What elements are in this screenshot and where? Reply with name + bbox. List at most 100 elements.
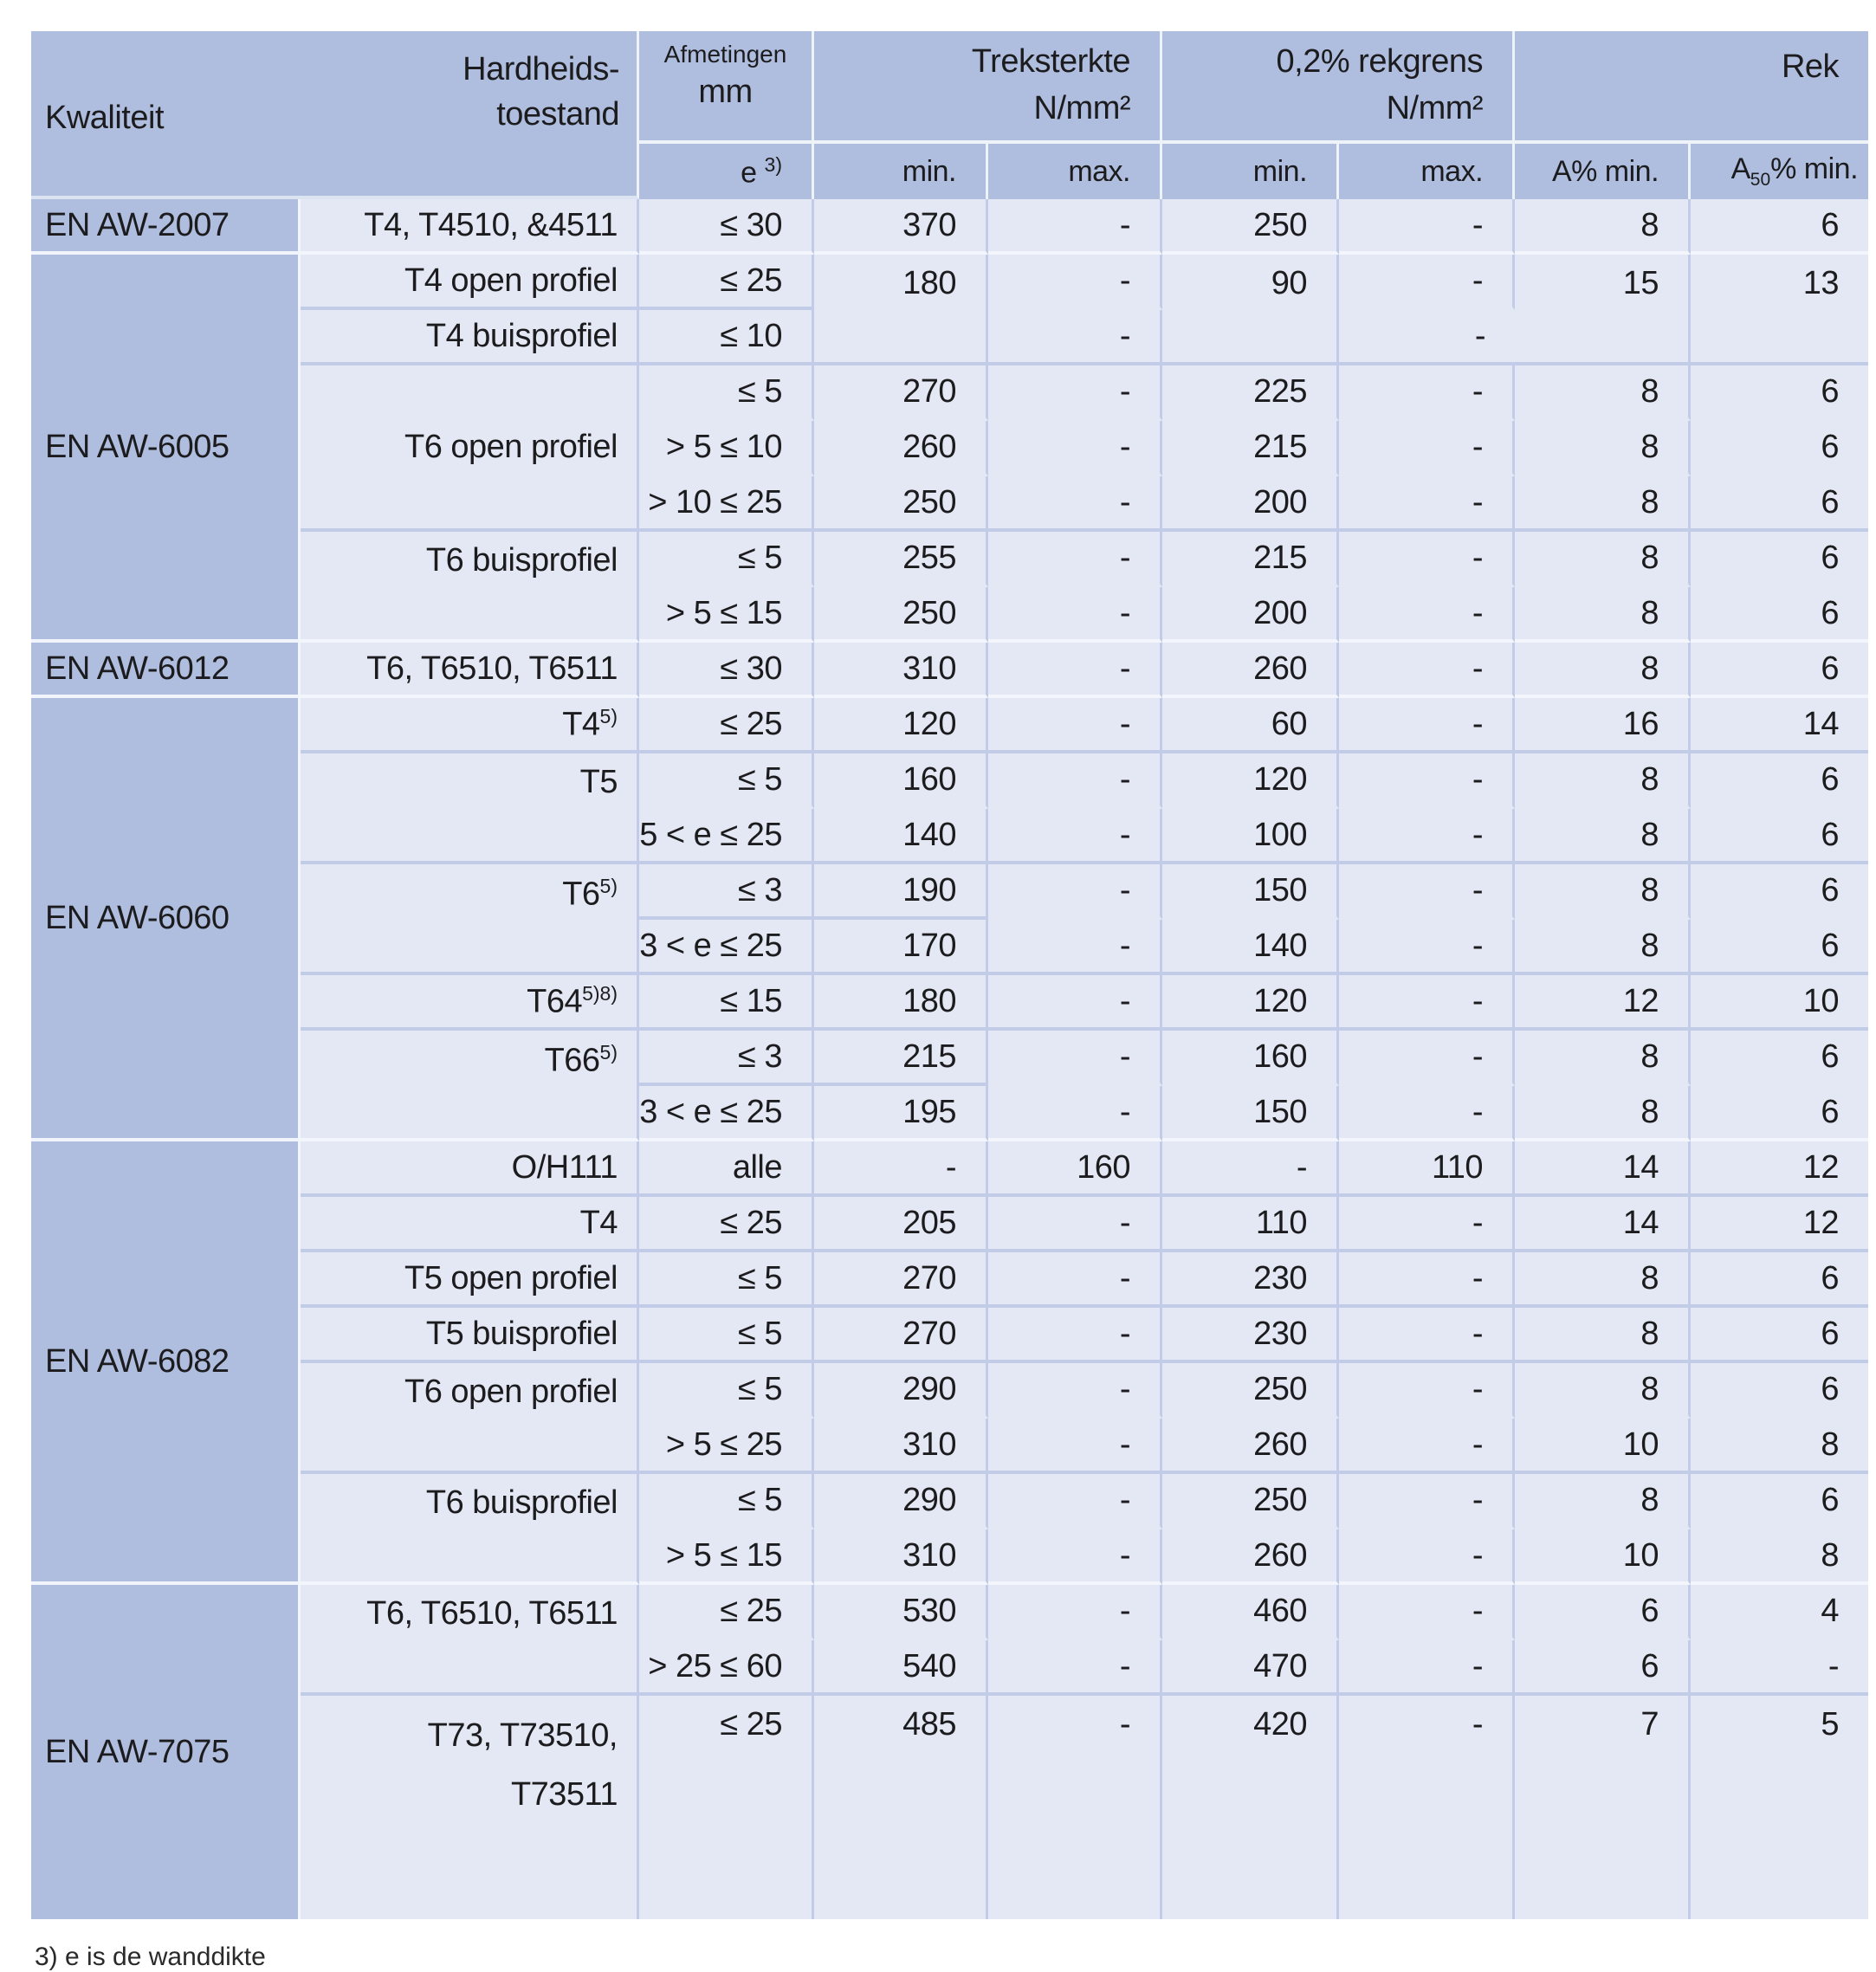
table-row: EN AW-2007 T4, T4510, &4511 ≤ 30 370 - 2… [31, 199, 1869, 255]
value-cell: 310 [814, 1529, 988, 1585]
dim-cell: > 25 ≤ 60 [639, 1640, 814, 1696]
table-row: T6 buisprofiel ≤ 5 255 - 215 - 8 6 [31, 532, 1869, 643]
value-cell: 14 [1691, 698, 1869, 753]
value-cell: 6 [1515, 1585, 1692, 1640]
value-cell: 180 [814, 975, 988, 1031]
value-cell: - [988, 753, 1163, 809]
value-cell: 540 [814, 1640, 988, 1696]
dim-cell: ≤ 25 [639, 1696, 814, 1919]
value-cell: 6 [1691, 476, 1869, 532]
temper-cell: T645)8) [301, 975, 639, 1031]
value-cell: 8 [1515, 864, 1692, 920]
value-cell: 90 [1162, 255, 1340, 365]
value-cell: - [988, 975, 1163, 1031]
value-cell: 8 [1515, 920, 1692, 975]
value-cell: 8 [1515, 1363, 1692, 1419]
dim-cell: 3 < e ≤ 25 [639, 920, 814, 975]
value-cell: 6 [1691, 1252, 1869, 1308]
value-cell: 8 [1515, 199, 1692, 255]
value-cell: - [988, 1696, 1163, 1919]
alloy-properties-table: Kwaliteit Hardheids-toestand Afmetingen … [31, 31, 1869, 1919]
value-cell: - [988, 1363, 1163, 1419]
value-cell: 485 [814, 1696, 988, 1919]
value-cell: 530 [814, 1585, 988, 1640]
value-cell: 160 [988, 1141, 1163, 1197]
value-cell: 15 [1515, 255, 1692, 365]
value-cell: 6 [1691, 1308, 1869, 1363]
value-cell: - [1162, 1141, 1340, 1197]
value-cell: 370 [814, 199, 988, 255]
table-row: T6 open profiel ≤ 5 270 - 225 - 8 6 [31, 365, 1869, 532]
quality-cell: EN AW-2007 [31, 199, 301, 255]
table-row: T4 buisprofiel ≤ 10 - - [31, 310, 1868, 365]
value-cell: - [1339, 587, 1516, 643]
value-cell: - [988, 1585, 1163, 1640]
value-cell: 170 [814, 920, 988, 975]
header-temper-label: Hardheids-toestand [463, 51, 619, 133]
value-cell: - [988, 1529, 1163, 1585]
value-cell: 6 [1691, 809, 1869, 864]
value-cell: 470 [1162, 1640, 1340, 1696]
table-row: T5 open profiel ≤ 5 270 - 230 - 8 6 [31, 1252, 1869, 1308]
value-cell: 120 [1162, 975, 1340, 1031]
value-cell: 8 [1515, 587, 1692, 643]
value-cell: - [1339, 1308, 1516, 1363]
quality-cell: EN AW-7075 [31, 1585, 301, 1919]
temper-cell: T6 open profiel [301, 1363, 639, 1474]
table-row: EN AW-6082 O/H111 alle - 160 - 110 14 12 [31, 1141, 1869, 1585]
table-row: EN AW-6060 T45) ≤ 25 120 - 60 - 16 14 [31, 698, 1869, 1141]
value-cell: 8 [1515, 1474, 1692, 1529]
header-row-1: Kwaliteit Hardheids-toestand Afmetingen … [31, 31, 1869, 199]
table-row: > 5 ≤ 15 310 - 260 - 10 8 [31, 1529, 1869, 1585]
dim-cell: ≤ 25 [639, 255, 814, 310]
value-cell: 290 [814, 1363, 988, 1419]
value-cell: 420 [1162, 1696, 1340, 1919]
value-cell: 260 [1162, 1419, 1340, 1474]
value-cell: 6 [1691, 864, 1869, 920]
value-cell: - [1339, 421, 1516, 476]
value-cell: - [988, 532, 1163, 587]
value-cell: 250 [814, 476, 988, 532]
value-cell: 195 [814, 1086, 988, 1141]
value-cell: 250 [1162, 1474, 1340, 1529]
value-cell: 12 [1691, 1197, 1869, 1252]
value-cell: 12 [1691, 1141, 1869, 1197]
temper-cell: T6 open profiel [301, 365, 639, 532]
value-cell: 120 [1162, 753, 1340, 809]
quality-cell: EN AW-6060 [31, 698, 301, 1141]
value-cell: - [988, 587, 1163, 643]
value-cell: 6 [1691, 199, 1869, 255]
dim-cell: > 5 ≤ 25 [639, 1419, 814, 1474]
temper-cell: T45) [301, 698, 639, 753]
subheader-a50-min: A50% min. [1691, 144, 1869, 199]
value-cell: 150 [1162, 1086, 1340, 1141]
dim-cell: ≤ 5 [639, 753, 814, 809]
table-row: 5 < e ≤ 25 140 - 100 - 8 6 [31, 809, 1869, 864]
table-row: EN AW-6005 T4 open profiel ≤ 25 180 - 90… [31, 255, 1869, 643]
value-cell: 460 [1162, 1585, 1340, 1640]
table-row: EN AW-6012 T6, T6510, T6511 ≤ 30 310 - 2… [31, 643, 1869, 698]
value-cell: 5 [1691, 1696, 1869, 1919]
table-row: > 5 ≤ 10 260 - 215 - 8 6 [31, 421, 1869, 476]
value-cell: 200 [1162, 476, 1340, 532]
dim-cell: ≤ 30 [639, 199, 814, 255]
temper-cell: T5 [301, 753, 639, 864]
dim-cell: ≤ 25 [639, 1197, 814, 1252]
value-cell: - [988, 310, 1163, 365]
value-cell: 14 [1515, 1197, 1692, 1252]
value-cell: - [1339, 199, 1516, 255]
value-cell: 8 [1515, 643, 1692, 698]
quality-cell: EN AW-6082 [31, 1141, 301, 1585]
value-cell: 100 [1162, 809, 1340, 864]
subheader-a-min: A% min. [1515, 144, 1692, 199]
value-cell: - [1339, 476, 1516, 532]
value-cell: - [988, 643, 1163, 698]
temper-cell: T4 open profiel [301, 255, 639, 310]
dim-cell: > 5 ≤ 10 [639, 421, 814, 476]
value-cell: 140 [1162, 920, 1340, 975]
header-tensile: Treksterkte N/mm² [814, 31, 1163, 144]
temper-cell: O/H111 [301, 1141, 639, 1197]
temper-cell: T65) [301, 864, 639, 975]
value-cell: 6 [1691, 1363, 1869, 1419]
value-cell: 8 [1691, 1419, 1869, 1474]
